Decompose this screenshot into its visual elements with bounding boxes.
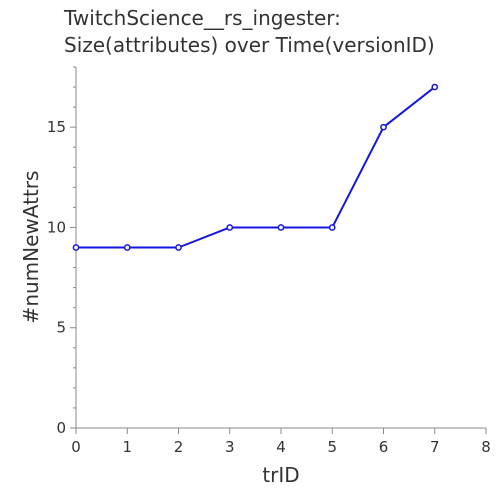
y-tick-label: 5 (56, 319, 66, 337)
data-point (328, 224, 336, 231)
data-point (175, 244, 182, 251)
data-point (277, 224, 285, 231)
x-tick-label: 4 (276, 438, 286, 456)
data-point (123, 244, 131, 251)
data-point (431, 83, 439, 91)
chart-title-line-1: TwitchScience__rs_ingester: (63, 6, 341, 30)
series-layer (72, 83, 439, 251)
x-tick-label: 5 (327, 438, 337, 456)
data-point (72, 244, 80, 251)
y-ticks: 0 5 10 15 (47, 66, 76, 437)
x-tick-label: 8 (481, 438, 491, 456)
data-point (380, 123, 387, 131)
y-tick-label: 0 (56, 419, 66, 437)
y-tick-label: 15 (47, 118, 66, 136)
x-tick-label: 3 (225, 438, 235, 456)
chart-title-line-2: Size(attributes) over Time(versionID) (64, 33, 435, 57)
y-axis-label: #numNewAttrs (19, 171, 43, 324)
x-tick-label: 7 (430, 438, 440, 456)
x-ticks: 0 1 2 3 4 5 6 7 8 (71, 428, 491, 456)
series-line (76, 86, 436, 249)
x-tick-label: 2 (174, 438, 184, 456)
x-tick-label: 0 (71, 438, 81, 456)
y-tick-label: 10 (47, 218, 66, 236)
x-tick-label: 1 (122, 438, 132, 456)
x-axis-label: trID (262, 463, 299, 487)
data-point (226, 224, 234, 231)
x-tick-label: 6 (379, 438, 389, 456)
